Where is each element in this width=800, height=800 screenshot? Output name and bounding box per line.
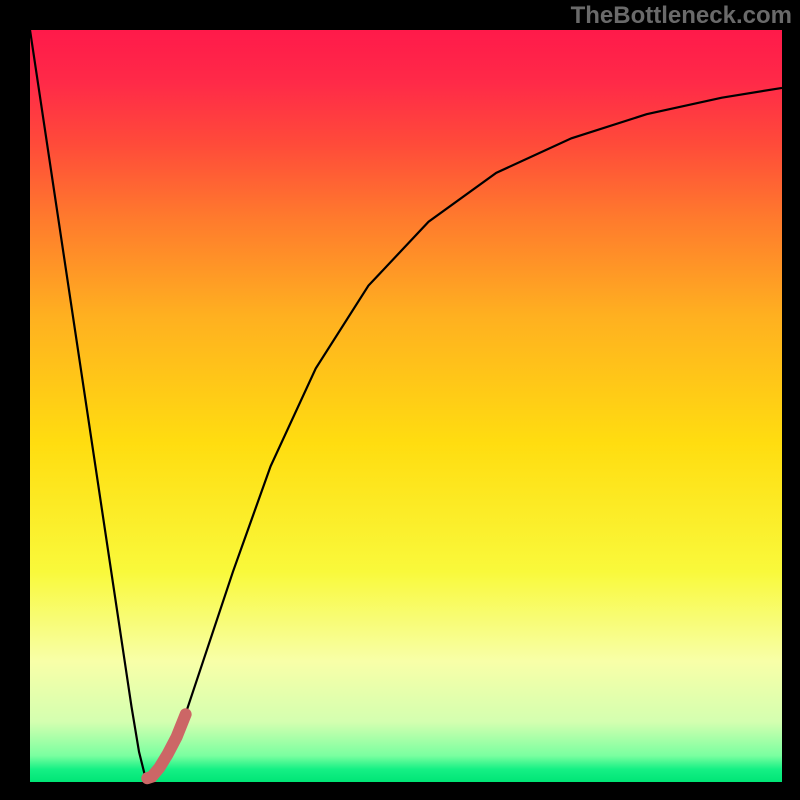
watermark-text: TheBottleneck.com: [571, 2, 792, 30]
chart-container: TheBottleneck.com: [0, 0, 800, 800]
bottleneck-chart: [0, 0, 800, 800]
plot-background: [30, 30, 782, 782]
